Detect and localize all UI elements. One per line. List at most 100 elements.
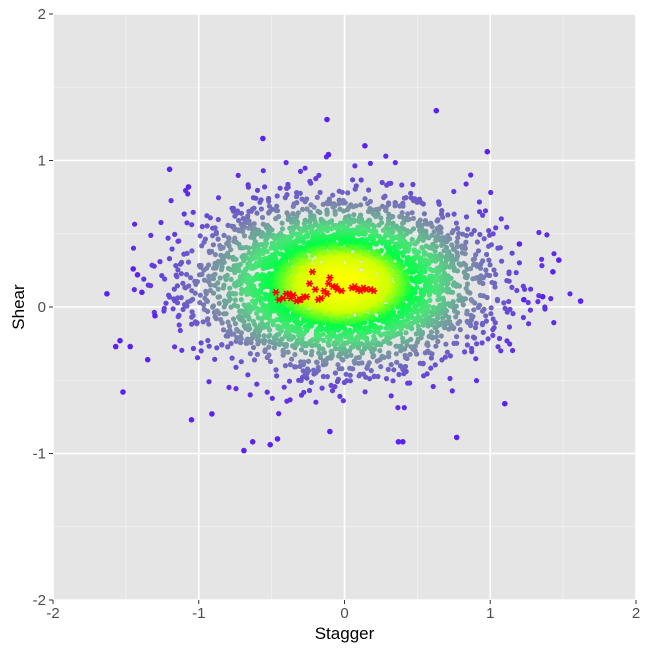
cloud-point <box>210 276 217 282</box>
cloud-point <box>279 226 286 232</box>
cloud-point <box>347 327 353 333</box>
cloud-point <box>273 216 279 222</box>
cloud-point <box>198 340 204 346</box>
cloud-point <box>250 344 257 351</box>
cloud-point <box>130 245 137 251</box>
cloud-point <box>422 282 428 289</box>
cloud-point <box>276 411 282 417</box>
cloud-point <box>232 213 238 219</box>
cloud-point <box>514 287 520 294</box>
cloud-point <box>528 286 534 292</box>
cloud-point <box>383 376 390 382</box>
cloud-point <box>269 395 275 401</box>
cloud-point <box>320 201 326 207</box>
outlier-point <box>324 116 330 123</box>
cloud-point <box>486 257 492 263</box>
cloud-point <box>377 348 383 354</box>
cloud-point <box>320 331 326 337</box>
cloud-point <box>198 262 204 269</box>
outlier-point <box>249 439 256 445</box>
outlier-point <box>166 166 173 173</box>
cloud-point <box>216 294 223 300</box>
cloud-point <box>363 325 369 331</box>
cloud-point <box>178 271 184 277</box>
outlier-point <box>260 135 266 142</box>
cloud-point <box>301 389 307 395</box>
cloud-point <box>259 316 265 322</box>
cloud-point <box>261 333 267 339</box>
cloud-point <box>351 212 357 218</box>
cloud-point <box>442 320 448 326</box>
cloud-point <box>161 305 167 311</box>
cloud-point <box>214 345 220 351</box>
cloud-point <box>378 325 384 331</box>
cloud-point <box>205 308 211 314</box>
cloud-point <box>388 329 395 335</box>
cloud-point <box>212 314 218 320</box>
cloud-point <box>221 282 227 288</box>
cloud-point <box>220 245 226 251</box>
cloud-point <box>315 364 321 370</box>
outlier-point <box>484 148 491 155</box>
cloud-point <box>178 295 184 301</box>
cloud-point <box>471 228 477 234</box>
cloud-point <box>331 340 337 346</box>
cloud-point <box>256 332 262 338</box>
cloud-point <box>292 352 298 358</box>
cloud-point <box>350 204 356 210</box>
cloud-point <box>221 259 227 265</box>
cloud-point <box>451 267 457 273</box>
cloud-point <box>480 308 486 314</box>
cloud-point <box>189 248 195 254</box>
cloud-point <box>430 318 436 324</box>
cloud-point <box>330 204 336 210</box>
cloud-point <box>216 310 222 316</box>
cloud-point <box>433 343 439 349</box>
cloud-point <box>216 300 222 306</box>
outlier-point <box>521 296 527 303</box>
cloud-point <box>169 246 175 252</box>
cloud-point <box>397 214 403 220</box>
cloud-point <box>184 250 190 256</box>
cloud-point <box>339 189 345 195</box>
cloud-point <box>274 203 280 209</box>
cloud-point <box>166 256 173 262</box>
cloud-point <box>478 261 484 267</box>
cloud-point <box>526 321 532 327</box>
cloud-point <box>274 193 280 199</box>
cloud-point <box>317 189 323 196</box>
cloud-point <box>174 300 181 306</box>
cloud-point <box>527 307 534 313</box>
cloud-point <box>449 242 455 248</box>
cloud-point <box>435 338 441 345</box>
cloud-point <box>306 387 313 394</box>
cloud-point <box>309 252 315 259</box>
outlier-point <box>188 417 195 423</box>
cloud-point <box>357 371 363 377</box>
cloud-point <box>366 360 372 366</box>
cloud-point <box>232 321 238 327</box>
cloud-point <box>480 212 486 218</box>
cloud-point <box>358 263 364 270</box>
cloud-point <box>352 186 358 192</box>
cloud-point <box>223 276 229 283</box>
cloud-point <box>226 235 232 241</box>
cloud-point <box>194 320 200 326</box>
cloud-point <box>501 300 507 306</box>
cloud-point <box>371 346 377 352</box>
cloud-point <box>408 190 414 196</box>
cloud-point <box>445 212 451 218</box>
cloud-point <box>279 220 285 226</box>
cloud-point <box>226 384 232 390</box>
cloud-point <box>405 211 411 217</box>
cloud-point <box>205 337 211 344</box>
cloud-point <box>268 245 274 251</box>
cloud-point <box>506 298 512 305</box>
cloud-point <box>279 336 285 342</box>
cloud-point <box>357 255 364 261</box>
cloud-point <box>474 239 480 245</box>
cloud-point <box>300 206 306 212</box>
cloud-point <box>468 172 474 178</box>
outlier-point <box>152 313 158 319</box>
cloud-point <box>255 341 261 347</box>
